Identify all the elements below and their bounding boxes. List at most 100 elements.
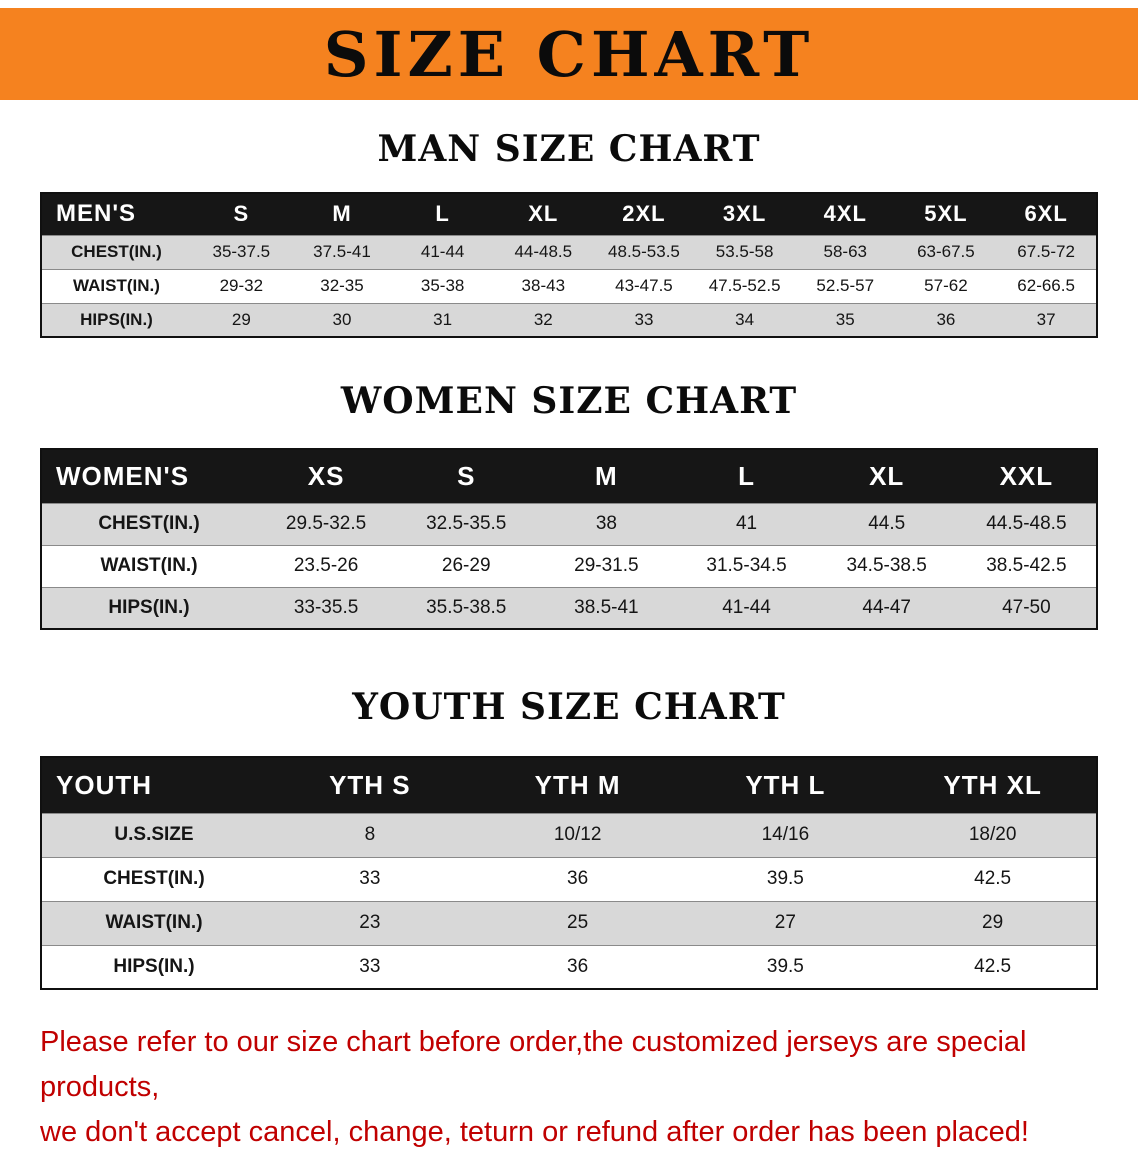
row-label: HIPS(IN.) bbox=[80, 309, 153, 329]
women-size-table: WOMEN'S XS S M L XL XXL CHEST(IN.) 29.5-32.5 32.5… bbox=[40, 448, 1098, 630]
row-label: CHEST(IN.) bbox=[98, 513, 200, 534]
table-cell: 44-48.5 bbox=[514, 242, 573, 261]
table-corner-label: MEN'S bbox=[41, 193, 191, 235]
table-cell: 34 bbox=[735, 309, 755, 329]
table-cell: 35-37.5 bbox=[212, 242, 271, 261]
table-row: CHEST(IN.) 35-37.5 37.5-41 41-44 44-48.5 48.5… bbox=[41, 235, 1097, 269]
disclaimer: Please refer to our size chart before or… bbox=[40, 1020, 1098, 1155]
table-cell: 38.5-41 bbox=[574, 596, 639, 618]
table-cell: 26-29 bbox=[441, 555, 491, 576]
table-cell: 32 bbox=[533, 309, 553, 329]
table-cell: 18/20 bbox=[968, 824, 1017, 845]
size-column-header: 5XL bbox=[895, 193, 997, 235]
table-cell: 67.5-72 bbox=[1017, 242, 1075, 261]
table-cell: 38 bbox=[595, 513, 617, 534]
table-cell: 10/12 bbox=[553, 824, 602, 845]
table-cell: 30 bbox=[332, 309, 352, 329]
table-cell: 32.5-35.5 bbox=[426, 513, 507, 534]
table-cell: 36 bbox=[567, 955, 589, 977]
size-column-header: XXL bbox=[956, 449, 1097, 503]
table-corner-label: WOMEN'S bbox=[41, 449, 256, 503]
table-cell: 31 bbox=[433, 309, 453, 329]
size-column-header: YTH XL bbox=[889, 757, 1097, 813]
table-cell: 36 bbox=[936, 309, 956, 329]
size-column-header: 6XL bbox=[996, 193, 1097, 235]
youth-section-heading: YOUTH SIZE CHART bbox=[352, 686, 786, 728]
table-cell: 23.5-26 bbox=[293, 555, 359, 576]
size-column-header: L bbox=[676, 449, 817, 503]
table-row: WAIST(IN.) 23.5-26 26-29 29-31.5 31.5-34.5 34… bbox=[41, 545, 1097, 587]
table-row: WAIST(IN.) 23 25 27 29 bbox=[41, 901, 1097, 945]
size-column-header: YTH M bbox=[473, 757, 682, 813]
size-column-header: S bbox=[191, 193, 292, 235]
table-header-row: WOMEN'S XS S M L XL XXL bbox=[41, 449, 1097, 503]
table-cell: 8 bbox=[364, 824, 376, 845]
table-header-row: YOUTH YTH S YTH M YTH L YTH XL bbox=[41, 757, 1097, 813]
table-cell: 33 bbox=[634, 309, 654, 329]
size-column-header: L bbox=[392, 193, 493, 235]
disclaimer-line: Please refer to our size chart before or… bbox=[40, 1026, 1027, 1103]
table-row: HIPS(IN.) 33-35.5 35.5-38.5 38.5-41 41-44 44-… bbox=[41, 587, 1097, 629]
table-cell: 33-35.5 bbox=[293, 596, 359, 618]
table-cell: 41-44 bbox=[722, 596, 771, 618]
table-cell: 41 bbox=[735, 513, 758, 534]
table-cell: 33 bbox=[359, 955, 381, 977]
size-chart-banner: SIZE CHART bbox=[0, 8, 1138, 100]
table-cell: 35 bbox=[835, 309, 855, 329]
table-cell: 48.5-53.5 bbox=[608, 242, 680, 261]
row-label: U.S.SIZE bbox=[114, 824, 194, 845]
table-row: CHEST(IN.) 33 36 39.5 42.5 bbox=[41, 857, 1097, 901]
table-cell: 47-50 bbox=[1002, 596, 1051, 618]
row-label: HIPS(IN.) bbox=[113, 955, 195, 977]
table-cell: 35-38 bbox=[420, 276, 465, 295]
row-label: CHEST(IN.) bbox=[103, 868, 205, 889]
table-cell: 38-43 bbox=[521, 276, 566, 295]
table-cell: 37 bbox=[1036, 309, 1056, 329]
table-row: CHEST(IN.) 29.5-32.5 32.5-35.5 38 41 44.5 44.5… bbox=[41, 503, 1097, 545]
table-cell: 62-66.5 bbox=[1017, 276, 1075, 295]
row-label: WAIST(IN.) bbox=[105, 912, 203, 933]
table-row: HIPS(IN.) 29 30 31 32 33 34 35 36 37 bbox=[41, 303, 1097, 337]
men-size-table: MEN'S S M L XL 2XL 3XL 4XL 5XL 6XL CHEST(IN.) 35-37… bbox=[40, 192, 1098, 338]
women-size-section: WOMEN SIZE CHART WOMEN'S XS S M L XL XXL CHEST(… bbox=[0, 380, 1138, 630]
table-cell: 34.5-38.5 bbox=[846, 555, 927, 576]
table-cell: 29-31.5 bbox=[574, 555, 639, 576]
table-cell: 42.5 bbox=[974, 955, 1012, 977]
men-section-heading: MAN SIZE CHART bbox=[377, 128, 761, 170]
page-title: SIZE CHART bbox=[323, 17, 815, 91]
table-cell: 53.5-58 bbox=[715, 242, 774, 261]
table-row: WAIST(IN.) 29-32 32-35 35-38 38-43 43-47.5 47.… bbox=[41, 269, 1097, 303]
table-cell: 38.5-42.5 bbox=[986, 555, 1067, 576]
table-cell: 39.5 bbox=[766, 955, 804, 977]
table-header-row: MEN'S S M L XL 2XL 3XL 4XL 5XL 6XL bbox=[41, 193, 1097, 235]
table-cell: 29 bbox=[982, 912, 1004, 933]
table-cell: 52.5-57 bbox=[816, 276, 875, 295]
table-cell: 25 bbox=[567, 912, 589, 933]
table-cell: 35.5-38.5 bbox=[426, 596, 507, 618]
men-size-section: MAN SIZE CHART MEN'S S M L XL 2XL 3XL 4XL 5XL 6XL… bbox=[0, 128, 1138, 338]
row-label: WAIST(IN.) bbox=[100, 555, 198, 576]
table-cell: 44.5 bbox=[868, 513, 906, 534]
youth-size-section: YOUTH SIZE CHART YOUTH YTH S YTH M YTH L YTH… bbox=[0, 686, 1138, 990]
table-cell: 31.5-34.5 bbox=[706, 555, 787, 576]
table-cell: 29 bbox=[231, 309, 251, 329]
size-column-header: 4XL bbox=[794, 193, 896, 235]
table-row: U.S.SIZE 8 10/12 14/16 18/20 bbox=[41, 813, 1097, 857]
table-cell: 23 bbox=[359, 912, 381, 933]
row-label: CHEST(IN.) bbox=[71, 242, 162, 261]
table-cell: 32-35 bbox=[320, 276, 364, 295]
table-cell: 63-67.5 bbox=[917, 242, 975, 261]
disclaimer-line: we don't accept cancel, change, teturn o… bbox=[40, 1115, 1029, 1148]
youth-size-table: YOUTH YTH S YTH M YTH L YTH XL U.S.SIZE 8 10/12… bbox=[40, 756, 1098, 990]
row-label: HIPS(IN.) bbox=[108, 596, 190, 618]
size-column-header: XL bbox=[816, 449, 957, 503]
table-cell: 58-63 bbox=[823, 242, 867, 261]
size-column-header: XL bbox=[492, 193, 594, 235]
size-column-header: YTH S bbox=[266, 757, 474, 813]
size-column-header: M bbox=[291, 193, 393, 235]
table-cell: 44-47 bbox=[862, 596, 911, 618]
table-cell: 14/16 bbox=[761, 824, 810, 845]
table-cell: 33 bbox=[359, 868, 381, 889]
table-cell: 44.5-48.5 bbox=[986, 513, 1067, 534]
table-cell: 41-44 bbox=[420, 242, 465, 261]
